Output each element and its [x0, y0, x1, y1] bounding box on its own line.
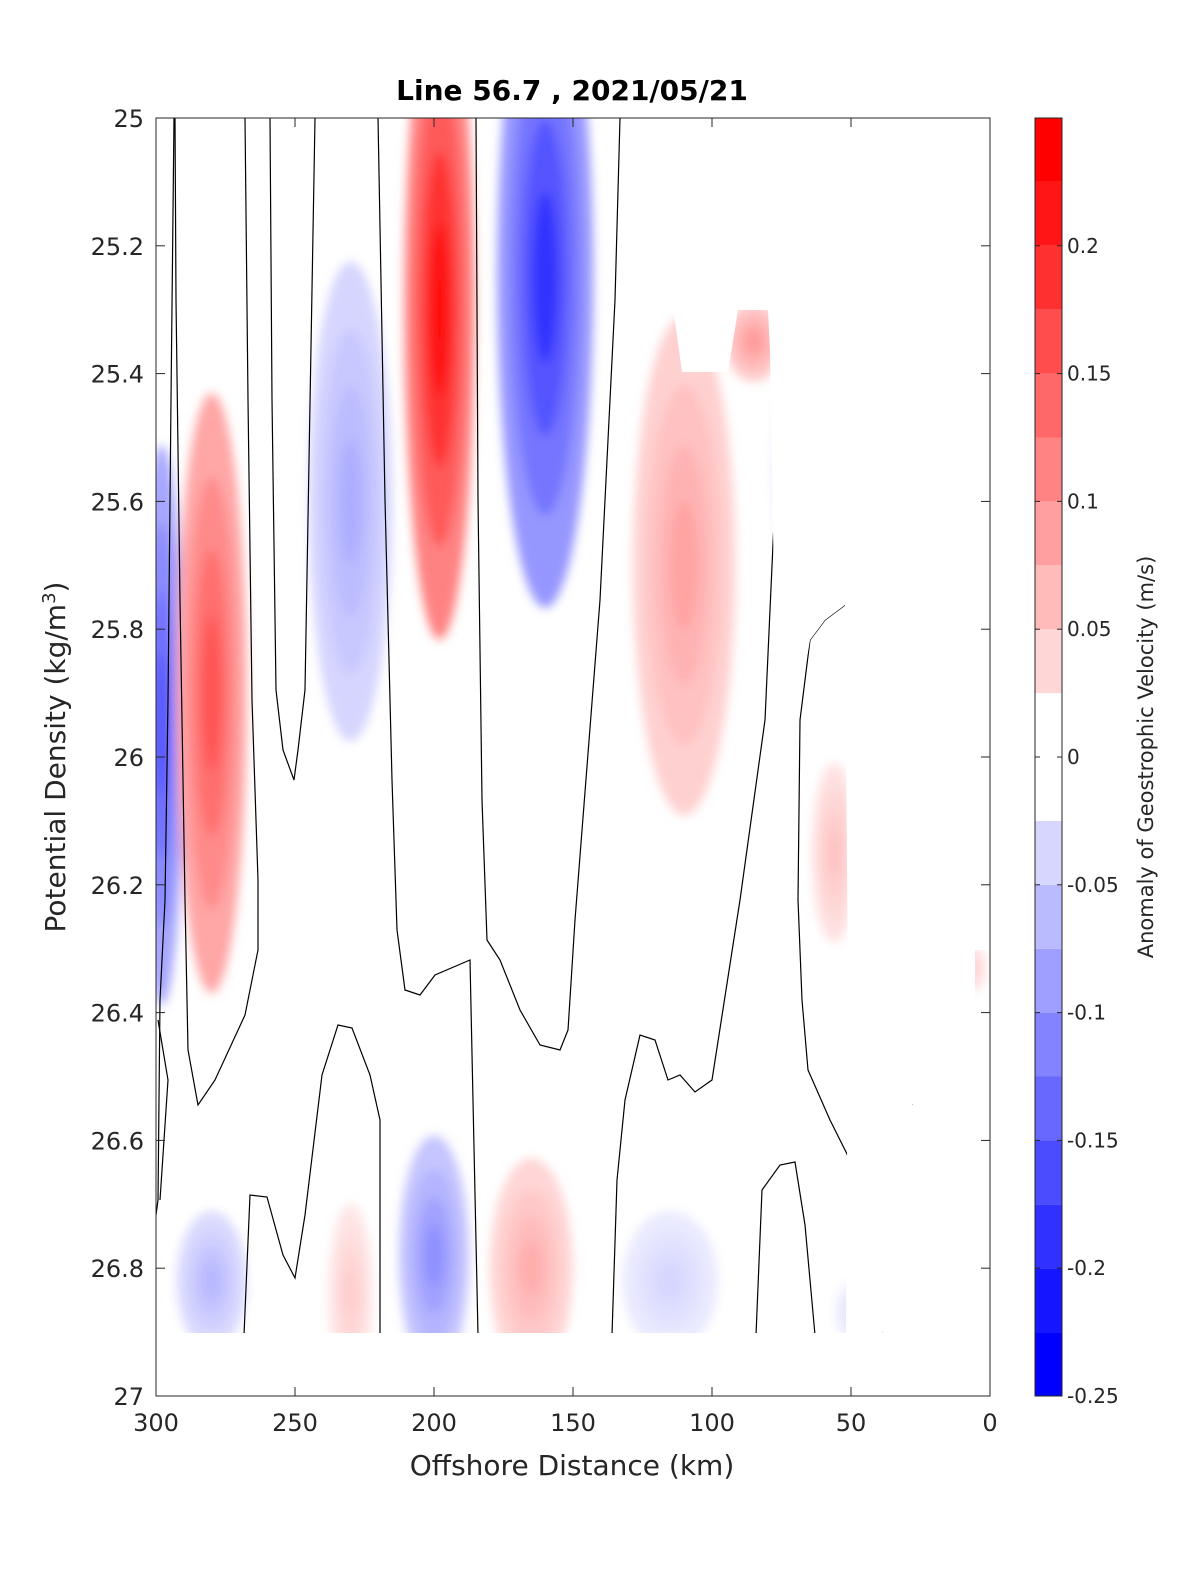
colorbar-band — [1035, 501, 1062, 566]
y-tick-label: 26 — [113, 744, 144, 772]
anomaly-blob — [520, 1239, 543, 1297]
colorbar-tick-label: 0.05 — [1067, 617, 1112, 641]
colorbar-band — [1035, 1332, 1062, 1396]
no-data-region — [156, 1333, 990, 1396]
anomaly-blob — [532, 191, 558, 364]
anomaly-blobs — [156, 118, 986, 1384]
anomaly-blob — [424, 1224, 444, 1287]
y-tick-label: 25.4 — [91, 361, 144, 389]
y-axis-ticks: 25 25.2 25.4 25.6 25.8 26 26.2 26.4 26.6 26.8 27 — [91, 105, 990, 1411]
colorbar-band — [1035, 1204, 1062, 1269]
x-tick-label: 150 — [550, 1409, 596, 1437]
x-tick-label: 250 — [272, 1409, 318, 1437]
colorbar-band — [1035, 820, 1062, 885]
zero-contour — [377, 118, 479, 1336]
y-tick-label: 26.6 — [91, 1127, 144, 1155]
colorbar-band — [1035, 629, 1062, 694]
colorbar-label: Anomaly of Geostrophic Velocity (m/s) — [1134, 556, 1158, 959]
colorbar-tick-label: -0.15 — [1067, 1128, 1119, 1152]
colorbar-tick-label: -0.1 — [1067, 1001, 1106, 1025]
x-tick-label: 50 — [836, 1409, 867, 1437]
y-tick-label: 26.8 — [91, 1255, 144, 1283]
colorbar: -0.25 -0.2 -0.15 -0.1 -0.05 0 0.05 0.1 0.15 0.2 A… — [1034, 117, 1158, 1408]
x-tick-label: 300 — [133, 1409, 179, 1437]
y-axis-label: Potential Density (kg/m3) — [39, 582, 73, 933]
colorbar-band — [1035, 1268, 1062, 1333]
x-tick-label: 100 — [689, 1409, 735, 1437]
x-tick-label: 0 — [982, 1409, 997, 1437]
colorbar-bands — [1035, 118, 1062, 1396]
colorbar-band — [1035, 565, 1062, 630]
x-tick-label: 200 — [411, 1409, 457, 1437]
no-data-region — [640, 118, 990, 1335]
colorbar-tick-label: 0.1 — [1067, 489, 1099, 513]
colorbar-band — [1035, 948, 1062, 1013]
colorbar-band — [1035, 118, 1062, 182]
colorbar-band — [1035, 309, 1062, 374]
zero-contour — [611, 350, 776, 1336]
colorbar-band — [1035, 373, 1062, 438]
y-tick-label: 25.2 — [91, 233, 144, 261]
colorbar-band — [1035, 757, 1062, 821]
anomaly-blob — [202, 1262, 221, 1300]
y-axis-label-superscript: 3 — [39, 592, 60, 603]
y-tick-label: 26.4 — [91, 1000, 144, 1028]
anomaly-blob — [670, 500, 698, 631]
colorbar-band — [1035, 693, 1062, 757]
colorbar-ticks: -0.25 -0.2 -0.15 -0.1 -0.05 0 0.05 0.1 0.15 0.2 — [1035, 234, 1119, 1408]
no-data-masks — [156, 118, 990, 1396]
y-axis-label-close: ) — [39, 582, 72, 593]
velocity-anomaly-field — [156, 118, 990, 1396]
y-axis-label-main: Potential Density (kg/m — [39, 604, 72, 933]
zero-contour — [269, 118, 316, 781]
y-tick-label: 26.2 — [91, 872, 144, 900]
y-tick-label: 27 — [113, 1383, 144, 1411]
anomaly-blob — [156, 652, 168, 798]
anomaly-blob — [430, 223, 449, 396]
colorbar-band — [1035, 1140, 1062, 1205]
colorbar-tick-label: -0.2 — [1067, 1256, 1106, 1280]
colorbar-tick-label: 0.2 — [1067, 234, 1099, 258]
chart-title: Line 56.7 , 2021/05/21 — [396, 74, 748, 107]
zero-contour — [475, 118, 621, 1051]
colorbar-band — [1035, 1076, 1062, 1141]
y-tick-label: 25.6 — [91, 488, 144, 516]
anomaly-blob — [202, 615, 221, 772]
x-axis-label: Offshore Distance (km) — [410, 1449, 735, 1482]
zero-contour — [243, 1024, 381, 1336]
colorbar-tick-label: -0.05 — [1067, 873, 1119, 897]
y-tick-label: 25 — [113, 105, 144, 133]
colorbar-band — [1035, 1012, 1062, 1077]
colorbar-band — [1035, 884, 1062, 949]
colorbar-tick-label: 0.15 — [1067, 362, 1112, 386]
colorbar-band — [1035, 181, 1062, 246]
zero-contour — [755, 1161, 816, 1336]
zero-contour — [157, 1019, 169, 1201]
x-axis-ticks: 300 250 200 150 100 50 0 — [133, 118, 998, 1437]
colorbar-band — [1035, 437, 1062, 502]
zero-contour — [156, 118, 175, 1216]
anomaly-blob — [344, 1270, 357, 1318]
colorbar-tick-label: -0.25 — [1067, 1384, 1119, 1408]
zero-contour — [174, 118, 259, 1107]
anomaly-blob — [657, 1262, 683, 1300]
anomaly-blob — [339, 439, 362, 564]
colorbar-tick-label: 0 — [1067, 745, 1080, 769]
anomaly-blob — [746, 331, 762, 353]
colorbar-band — [1035, 245, 1062, 310]
y-tick-label: 25.8 — [91, 616, 144, 644]
anomaly-blob — [828, 829, 841, 877]
